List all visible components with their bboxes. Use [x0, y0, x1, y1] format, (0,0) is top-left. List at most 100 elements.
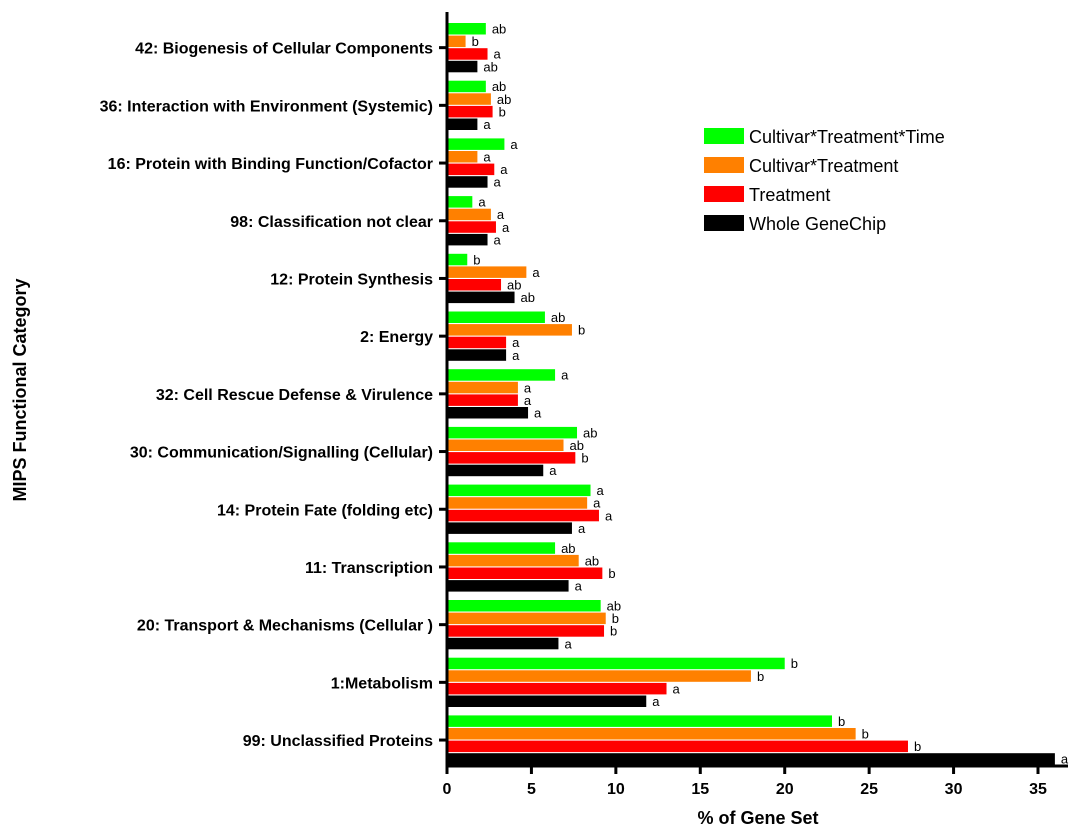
- bar: [447, 221, 496, 233]
- significance-label: a: [494, 175, 502, 190]
- x-tick-label: 15: [691, 781, 709, 798]
- bar: [447, 439, 564, 451]
- category-label: 36: Interaction with Environment (System…: [100, 98, 433, 115]
- x-ticks-layer: 0 5 10 15 20 25 30 35: [443, 766, 1047, 798]
- legend-label: Treatment: [749, 185, 830, 205]
- legend-label: Cultivar*Treatment*Time: [749, 127, 945, 147]
- significance-label: b: [914, 739, 921, 754]
- significance-labels-layer: abbaabababbaaaaaaaaabaabababbaaaaaaababb…: [472, 22, 1069, 767]
- bar: [447, 740, 908, 753]
- category-label: 98: Classification not clear: [230, 214, 433, 231]
- significance-label: b: [610, 624, 617, 639]
- bar: [447, 253, 468, 266]
- significance-label: ab: [492, 79, 506, 94]
- bar: [447, 93, 491, 105]
- legend-swatch: [704, 186, 744, 202]
- category-label: 12: Protein Synthesis: [270, 271, 433, 288]
- axes-layer: [445, 12, 1068, 768]
- bar: [447, 715, 832, 727]
- x-tick-label: 5: [527, 781, 536, 798]
- bar: [447, 118, 478, 130]
- bar: [447, 657, 785, 670]
- significance-label: a: [512, 348, 520, 363]
- bar: [447, 394, 518, 406]
- bar: [447, 682, 667, 695]
- significance-label: a: [578, 521, 586, 536]
- x-tick-label: 10: [607, 781, 625, 798]
- significance-label: b: [838, 714, 845, 729]
- significance-label: a: [510, 137, 518, 152]
- bar: [447, 625, 605, 637]
- significance-label: a: [524, 393, 532, 408]
- bar: [447, 600, 601, 612]
- bar: [447, 208, 491, 221]
- legend-swatch: [704, 128, 744, 144]
- significance-label: a: [534, 406, 542, 421]
- bar: [447, 407, 529, 419]
- bar: [447, 80, 486, 93]
- bar: [447, 464, 544, 477]
- significance-label: a: [512, 335, 520, 350]
- bar: [447, 23, 486, 35]
- bar: [447, 138, 505, 150]
- significance-label: ab: [607, 599, 621, 614]
- category-label: 20: Transport & Mechanisms (Cellular ): [137, 618, 433, 635]
- bar: [447, 728, 856, 740]
- bar: [447, 48, 488, 60]
- significance-label: a: [483, 150, 491, 165]
- significance-label: b: [473, 252, 480, 267]
- bar: [447, 670, 751, 682]
- significance-label: a: [561, 368, 569, 383]
- significance-label: ab: [521, 290, 535, 305]
- bar: [447, 105, 493, 118]
- category-label: 2: Energy: [360, 329, 433, 346]
- significance-label: b: [581, 451, 588, 466]
- significance-label: ab: [551, 310, 565, 325]
- bar: [447, 426, 578, 439]
- x-tick-label: 20: [776, 781, 794, 798]
- bar: [447, 196, 473, 208]
- x-tick-label: 25: [860, 781, 878, 798]
- significance-label: a: [593, 496, 601, 511]
- legend: Cultivar*Treatment*Time Cultivar*Treatmen…: [704, 127, 945, 234]
- significance-label: ab: [583, 425, 597, 440]
- significance-label: a: [575, 579, 583, 594]
- bar: [447, 484, 591, 497]
- bar: [447, 554, 579, 567]
- category-label: 11: Transcription: [305, 560, 433, 577]
- significance-label: a: [500, 162, 508, 177]
- category-label: 32: Cell Rescue Defense & Virulence: [156, 387, 433, 404]
- bar: [447, 612, 606, 625]
- significance-label: a: [652, 694, 660, 709]
- bar: [447, 542, 556, 554]
- legend-swatch: [704, 157, 744, 173]
- category-label: 99: Unclassified Proteins: [243, 733, 433, 750]
- bar: [447, 279, 502, 291]
- x-axis-title: % of Gene Set: [697, 808, 818, 825]
- significance-label: a: [483, 117, 491, 132]
- significance-label: ab: [561, 541, 575, 556]
- bar: [447, 311, 545, 323]
- bar: [447, 336, 507, 349]
- bar: [447, 580, 569, 592]
- significance-label: ab: [507, 278, 521, 293]
- category-label: 1:Metabolism: [331, 675, 433, 692]
- bar: [447, 176, 488, 188]
- x-tick-label: 30: [945, 781, 963, 798]
- y-axis-title: MIPS Functional Category: [10, 278, 30, 501]
- bar: [447, 452, 576, 464]
- bar: [447, 35, 466, 48]
- category-labels-layer: 42: Biogenesis of Cellular Components 36:…: [100, 41, 447, 750]
- bar: [447, 381, 518, 394]
- bar: [447, 266, 527, 278]
- legend-label: Whole GeneChip: [749, 214, 886, 234]
- significance-label: ab: [492, 22, 506, 37]
- bar: [447, 60, 478, 73]
- bar: [447, 637, 559, 650]
- bar: [447, 509, 599, 522]
- bar: [447, 233, 488, 246]
- significance-label: a: [532, 265, 540, 280]
- significance-label: b: [608, 566, 615, 581]
- significance-label: a: [524, 380, 532, 395]
